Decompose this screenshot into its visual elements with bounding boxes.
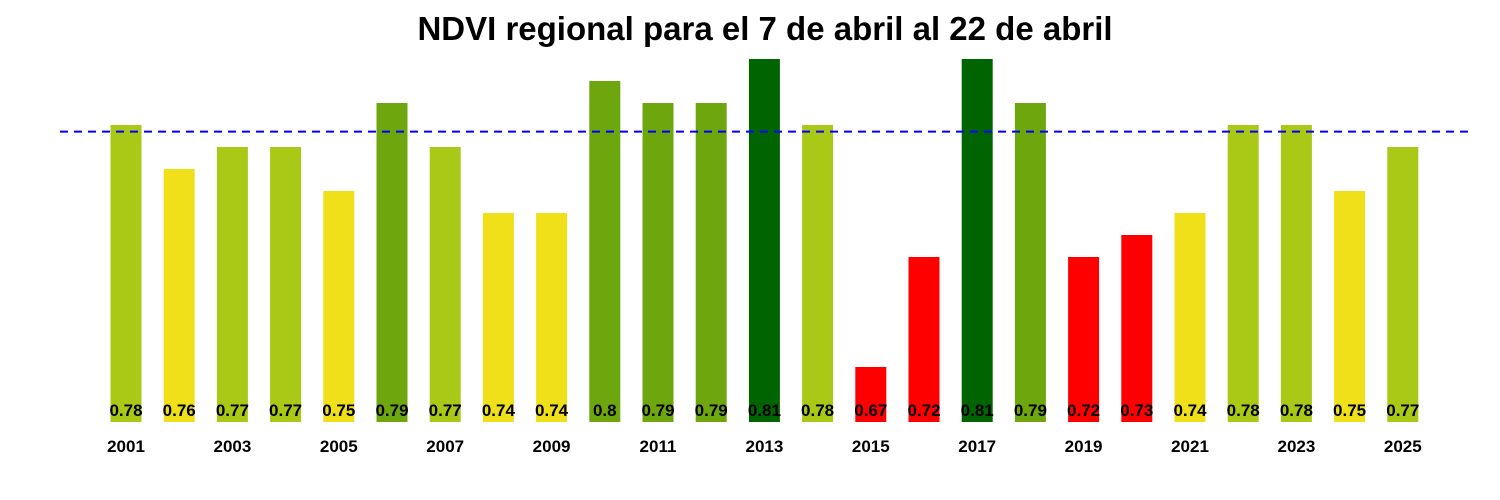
bar-2021 bbox=[1174, 213, 1206, 422]
bar-2004 bbox=[270, 147, 302, 422]
value-label-2002: 0.76 bbox=[163, 401, 196, 420]
value-label-2015: 0.67 bbox=[854, 401, 887, 420]
x-tick-2017: 2017 bbox=[958, 437, 996, 456]
value-label-2009: 0.74 bbox=[535, 401, 569, 420]
x-tick-2011: 2011 bbox=[640, 437, 677, 456]
bar-2022 bbox=[1227, 125, 1259, 422]
x-tick-2021: 2021 bbox=[1171, 437, 1209, 456]
value-label-2024: 0.75 bbox=[1333, 401, 1366, 420]
bar-2013 bbox=[748, 59, 780, 422]
value-label-2011: 0.79 bbox=[641, 401, 674, 420]
value-label-2023: 0.78 bbox=[1280, 401, 1313, 420]
bar-2002 bbox=[163, 169, 195, 422]
bar-2011 bbox=[642, 103, 674, 422]
x-tick-2003: 2003 bbox=[213, 437, 251, 456]
bar-2005 bbox=[323, 191, 355, 422]
value-label-2001: 0.78 bbox=[109, 401, 142, 420]
x-tick-2013: 2013 bbox=[745, 437, 783, 456]
value-label-2016: 0.72 bbox=[907, 401, 940, 420]
bar-2006 bbox=[376, 103, 408, 422]
bar-2023 bbox=[1280, 125, 1312, 422]
value-label-2006: 0.79 bbox=[375, 401, 408, 420]
bar-2012 bbox=[695, 103, 727, 422]
bar-2019 bbox=[1068, 257, 1100, 422]
value-label-2003: 0.77 bbox=[216, 401, 249, 420]
x-tick-2015: 2015 bbox=[852, 437, 890, 456]
value-label-2013: 0.81 bbox=[748, 401, 781, 420]
bar-2015 bbox=[855, 367, 887, 422]
x-tick-2025: 2025 bbox=[1384, 437, 1422, 456]
bar-2018 bbox=[1014, 103, 1046, 422]
bar-2020 bbox=[1121, 235, 1153, 422]
x-tick-2023: 2023 bbox=[1277, 437, 1315, 456]
value-label-2012: 0.79 bbox=[695, 401, 728, 420]
value-label-2025: 0.77 bbox=[1386, 401, 1419, 420]
value-label-2007: 0.77 bbox=[429, 401, 462, 420]
x-tick-2005: 2005 bbox=[320, 437, 358, 456]
x-tick-2019: 2019 bbox=[1065, 437, 1103, 456]
chart-title: NDVI regional para el 7 de abril al 22 d… bbox=[417, 10, 1113, 47]
bar-2008 bbox=[482, 213, 514, 422]
bar-2016 bbox=[908, 257, 940, 422]
x-tick-2007: 2007 bbox=[426, 437, 464, 456]
x-tick-2001: 2001 bbox=[107, 437, 145, 456]
value-label-2020: 0.73 bbox=[1120, 401, 1153, 420]
value-label-2017: 0.81 bbox=[961, 401, 994, 420]
bar-2003 bbox=[216, 147, 248, 422]
bar-2014 bbox=[802, 125, 834, 422]
bar-2025 bbox=[1387, 147, 1419, 422]
bar-2024 bbox=[1334, 191, 1366, 422]
value-label-2021: 0.74 bbox=[1173, 401, 1207, 420]
x-tick-2009: 2009 bbox=[533, 437, 571, 456]
value-label-2019: 0.72 bbox=[1067, 401, 1100, 420]
value-label-2005: 0.75 bbox=[322, 401, 355, 420]
bar-2007 bbox=[429, 147, 461, 422]
value-label-2004: 0.77 bbox=[269, 401, 302, 420]
bar-2010 bbox=[589, 81, 621, 422]
value-label-2008: 0.74 bbox=[482, 401, 516, 420]
bar-2009 bbox=[536, 213, 568, 422]
value-label-2022: 0.78 bbox=[1227, 401, 1260, 420]
value-label-2010: 0.8 bbox=[593, 401, 617, 420]
bar-2017 bbox=[961, 59, 993, 422]
bar-2001 bbox=[110, 125, 142, 422]
value-label-2018: 0.79 bbox=[1014, 401, 1047, 420]
value-label-2014: 0.78 bbox=[801, 401, 834, 420]
